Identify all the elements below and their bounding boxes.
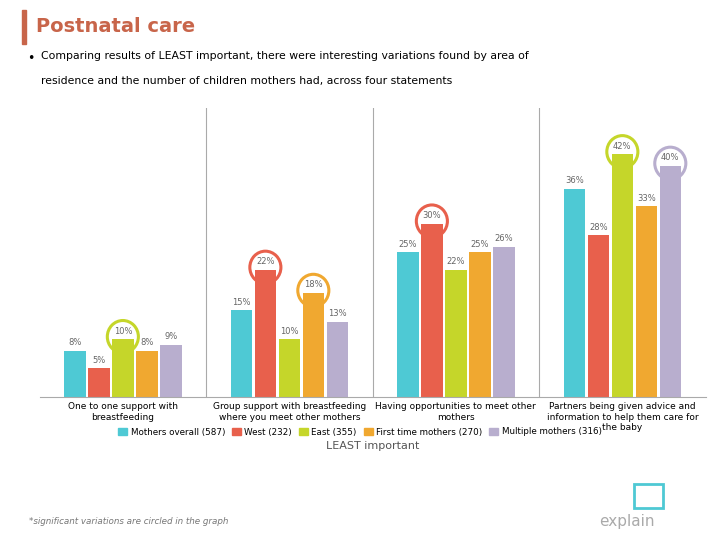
Bar	[611, 154, 633, 397]
Bar	[302, 293, 324, 397]
Text: 10%: 10%	[280, 327, 299, 336]
Bar	[255, 270, 276, 397]
Bar	[64, 350, 86, 397]
Text: 33%: 33%	[637, 194, 656, 202]
Text: 40%: 40%	[661, 153, 680, 163]
Text: 22%: 22%	[446, 258, 465, 266]
Text: 25%: 25%	[399, 240, 417, 249]
Text: *significant variations are circled in the graph: *significant variations are circled in t…	[29, 517, 228, 526]
Bar	[112, 339, 134, 397]
Bar	[493, 247, 515, 397]
Text: residence and the number of children mothers had, across four statements: residence and the number of children mot…	[40, 76, 452, 86]
Bar	[564, 189, 585, 397]
Bar	[22, 10, 27, 44]
Text: 8%: 8%	[68, 338, 81, 347]
Bar	[230, 310, 252, 397]
Text: 13%: 13%	[328, 309, 346, 318]
Bar	[469, 253, 490, 397]
Text: Postnatal care: Postnatal care	[37, 17, 196, 36]
Bar	[636, 206, 657, 397]
Bar	[660, 166, 681, 397]
Bar	[136, 350, 158, 397]
Text: 18%: 18%	[304, 280, 323, 289]
Text: 28%: 28%	[589, 222, 608, 232]
Bar	[445, 270, 467, 397]
Bar	[421, 224, 443, 397]
Text: 42%: 42%	[613, 142, 631, 151]
Text: 30%: 30%	[423, 211, 441, 220]
Text: 5%: 5%	[92, 355, 106, 364]
Bar	[397, 253, 419, 397]
X-axis label: LEAST important: LEAST important	[326, 441, 419, 450]
Bar	[88, 368, 109, 397]
Legend: Mothers overall (587), West (232), East (355), First time mothers (270), Multipl: Mothers overall (587), West (232), East …	[118, 428, 602, 436]
Text: •: •	[27, 52, 35, 65]
Text: 36%: 36%	[565, 177, 584, 185]
Bar	[588, 235, 609, 397]
Bar	[279, 339, 300, 397]
Text: 22%: 22%	[256, 258, 274, 266]
Text: 9%: 9%	[164, 333, 177, 341]
Text: explain: explain	[598, 514, 654, 529]
Text: Comparing results of LEAST important, there were interesting variations found by: Comparing results of LEAST important, th…	[40, 51, 528, 62]
Bar	[326, 322, 348, 397]
Text: 26%: 26%	[495, 234, 513, 243]
Text: 8%: 8%	[140, 338, 153, 347]
Text: 15%: 15%	[232, 298, 251, 307]
Text: 10%: 10%	[114, 327, 132, 336]
Text: 25%: 25%	[471, 240, 489, 249]
Bar	[160, 345, 181, 397]
